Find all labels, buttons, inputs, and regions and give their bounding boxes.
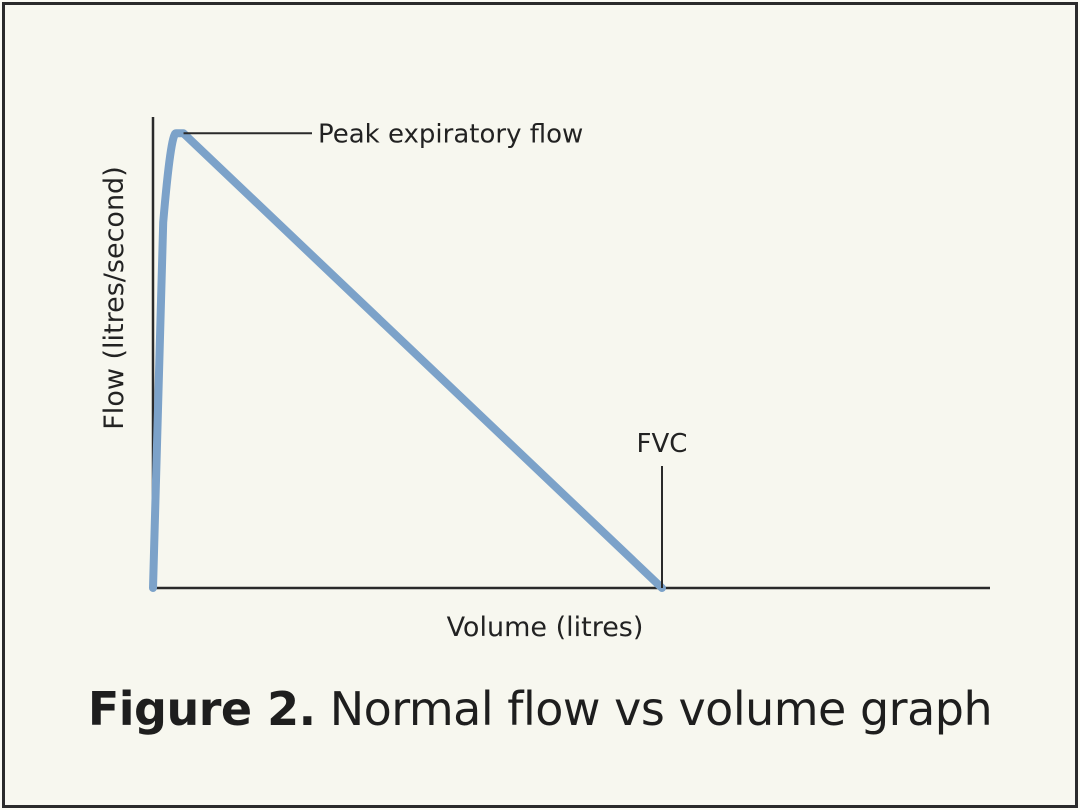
figure-caption: Figure 2. Normal flow vs volume graph xyxy=(0,682,1080,736)
flow-volume-curve xyxy=(149,129,666,592)
x-axis-label: Volume (litres) xyxy=(447,612,644,643)
figure-number: Figure 2. xyxy=(87,682,316,736)
peak-expiratory-flow-label: Peak expiratory flow xyxy=(318,119,583,149)
caption-text: Normal flow vs volume graph xyxy=(329,682,993,736)
y-axis-label: Flow (litres/second) xyxy=(99,166,130,429)
fvc-label: FVC xyxy=(637,429,688,459)
